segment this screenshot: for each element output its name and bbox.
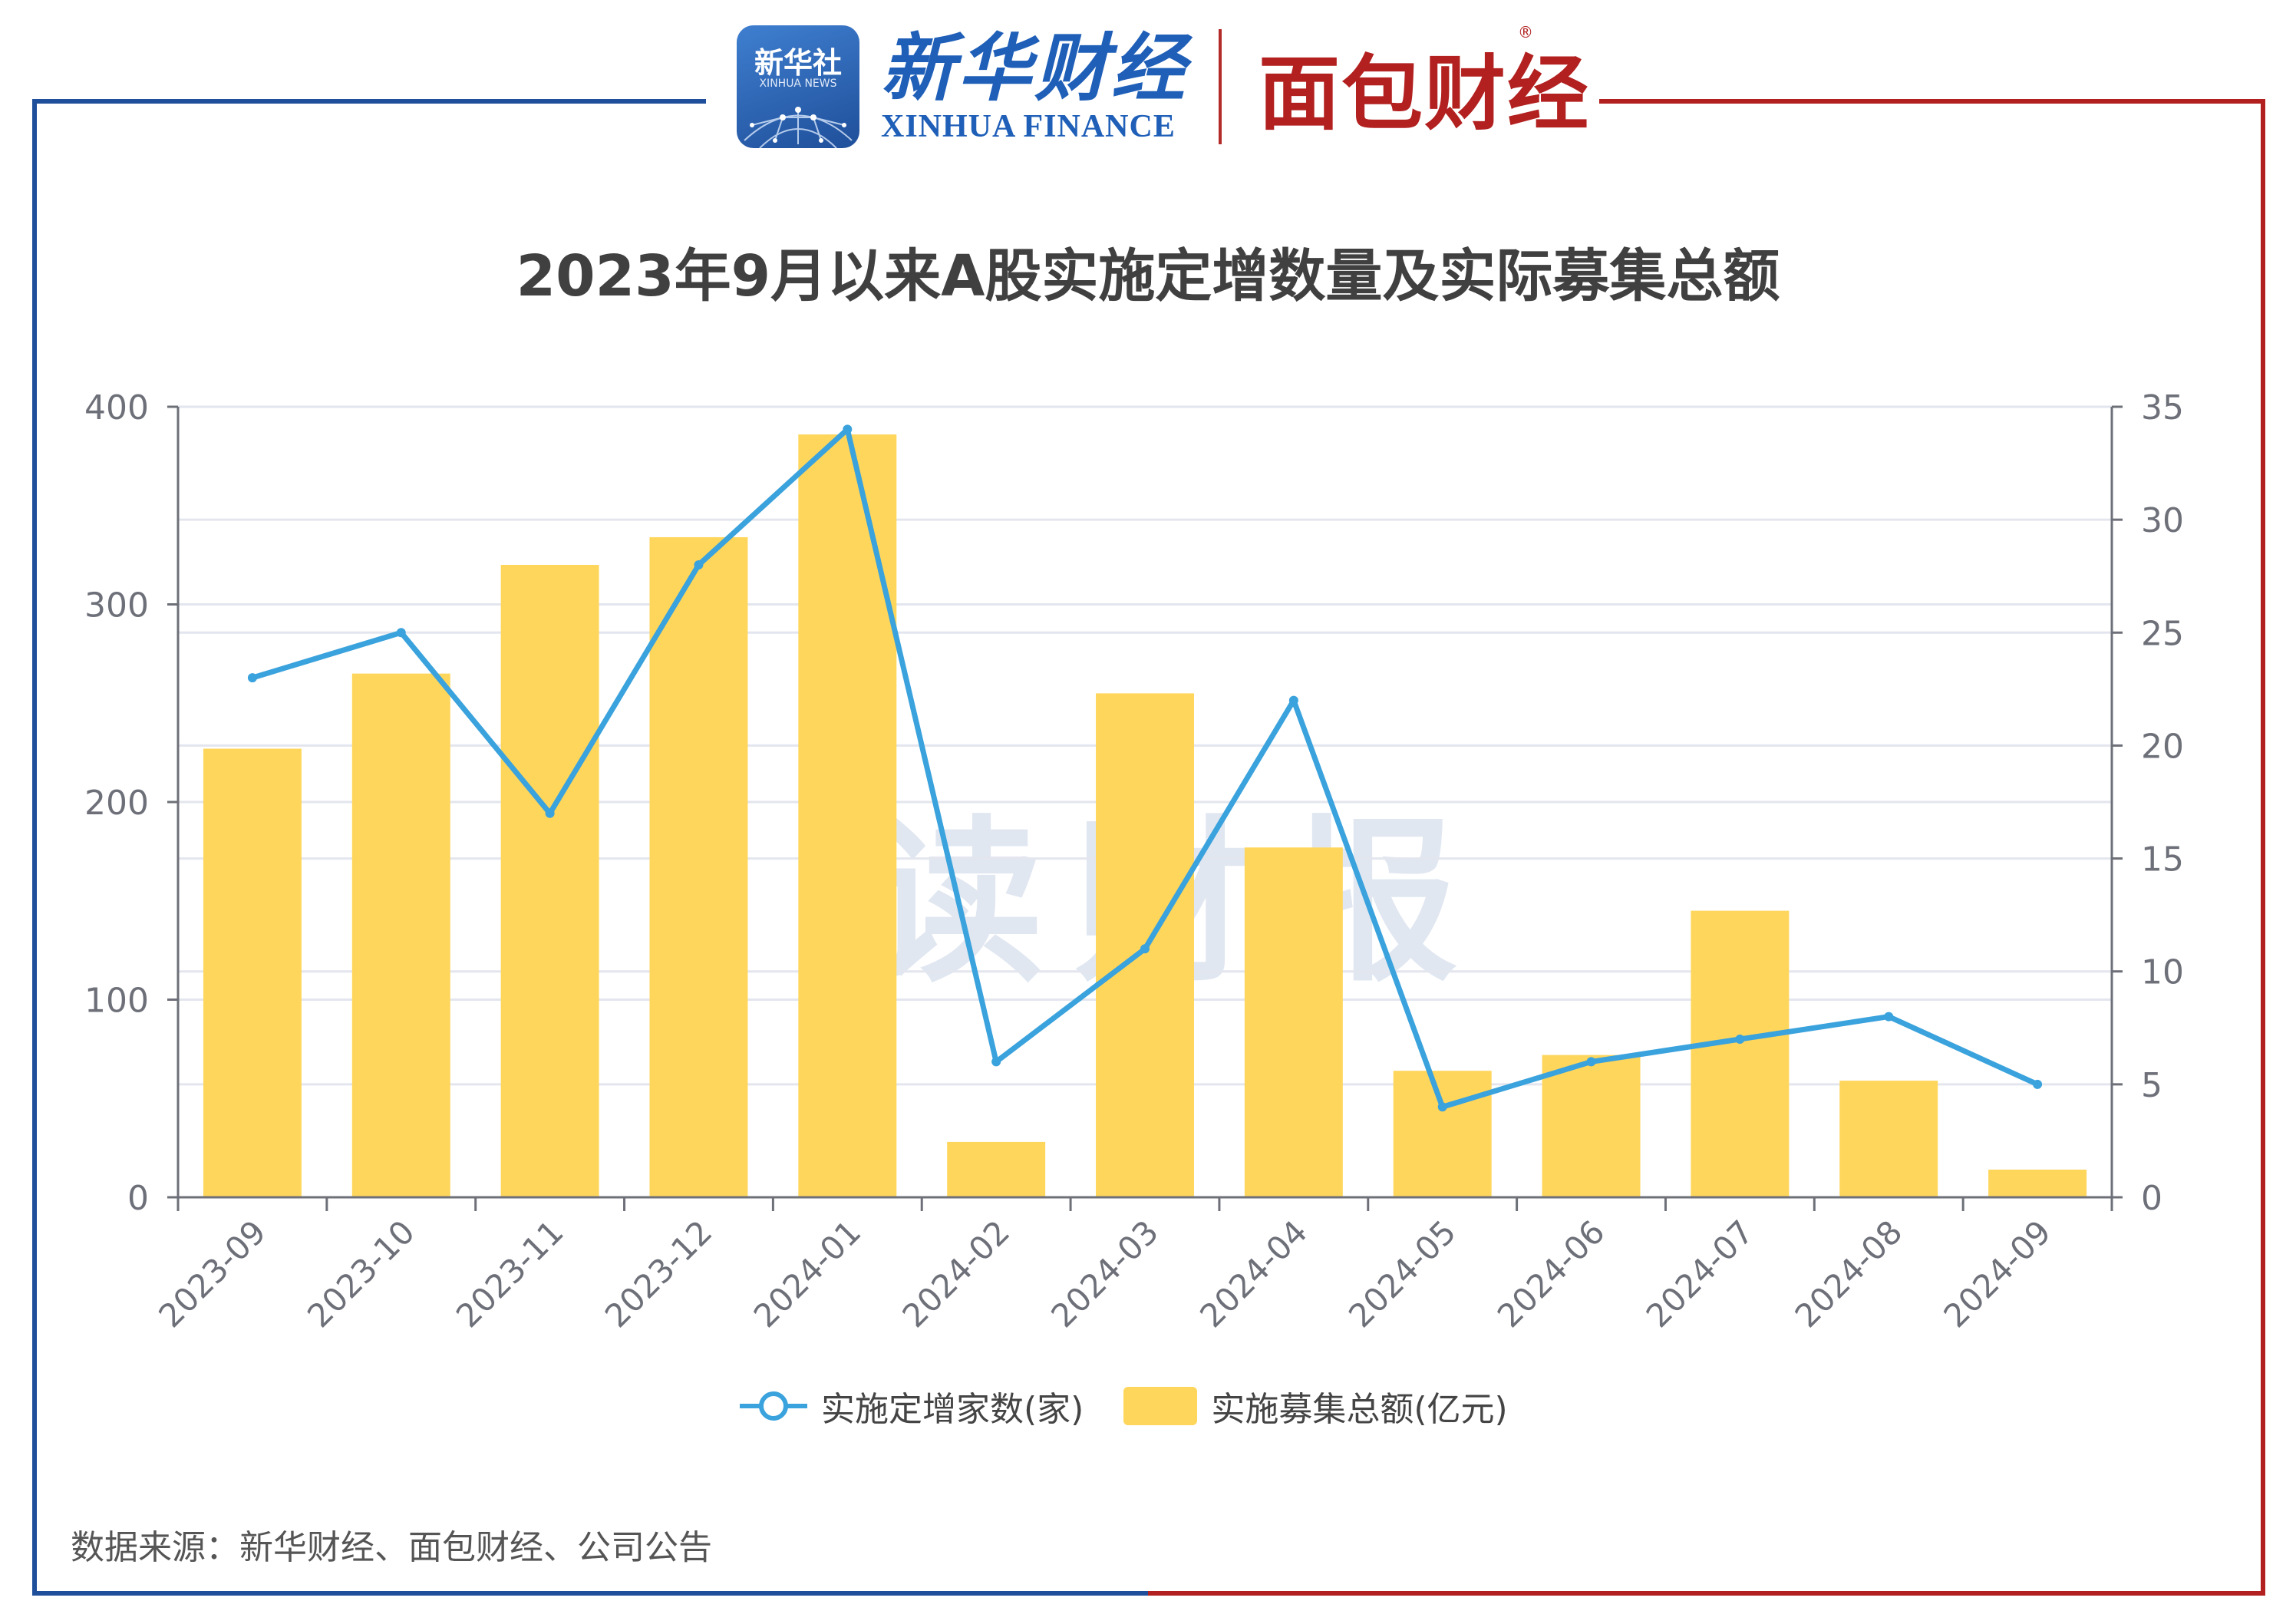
y-right-tick-label: 25	[2141, 614, 2184, 653]
bar-swatch-icon	[1123, 1387, 1198, 1425]
y-right-tick-label: 5	[2141, 1066, 2162, 1105]
xinhua-news-logo: 新华社 XINHUA NEWS	[737, 25, 859, 148]
chart-legend: 实施定增家数(家) 实施募集总额(亿元)	[737, 1381, 1548, 1431]
line-point-2024-04[interactable]	[1288, 695, 1298, 705]
line-series	[247, 424, 2043, 1112]
legend-label-bar: 实施募集总额(亿元)	[1211, 1390, 1508, 1429]
x-tick-label: 2024-08	[1788, 1213, 1910, 1335]
y-right-tick-label: 35	[2141, 388, 2184, 427]
xinhua-finance-cn: 新华财经	[881, 25, 1188, 111]
xinhua-badge-cn: 新华社	[754, 46, 842, 80]
x-tick-label: 2024-05	[1341, 1213, 1463, 1335]
x-tick-label: 2024-06	[1490, 1213, 1612, 1335]
y-left-tick-label: 400	[84, 388, 149, 427]
line-point-2024-05[interactable]	[1437, 1102, 1447, 1112]
line-marker-icon	[740, 1391, 807, 1421]
y-right-tick-label: 10	[2141, 953, 2184, 992]
y-right-tick-label: 20	[2141, 727, 2184, 766]
x-tick-label: 2024-07	[1639, 1213, 1761, 1335]
x-tick-label: 2024-03	[1044, 1213, 1166, 1335]
globe-network-icon	[744, 107, 853, 148]
legend-label-line: 实施定增家数(家)	[821, 1390, 1084, 1429]
x-tick-label: 2024-02	[895, 1213, 1017, 1335]
x-tick-label: 2023-11	[449, 1213, 571, 1335]
line-point-2024-08[interactable]	[1884, 1012, 1894, 1022]
legend-item-line[interactable]: 实施定增家数(家)	[737, 1381, 1084, 1431]
x-tick-label: 2023-10	[300, 1213, 422, 1335]
bar-2024-02[interactable]	[947, 1141, 1046, 1197]
bar-2024-09[interactable]	[1988, 1169, 2087, 1197]
bar-2023-10[interactable]	[351, 673, 450, 1197]
y-left-tick-label: 0	[127, 1179, 149, 1218]
line-point-2023-12[interactable]	[694, 560, 704, 569]
line-point-2023-09[interactable]	[247, 673, 257, 683]
line-point-2024-03[interactable]	[1140, 944, 1150, 954]
y-left-tick-label: 100	[84, 982, 149, 1021]
line-point-2024-02[interactable]	[991, 1057, 1001, 1067]
y-left-tick-label: 200	[84, 784, 149, 823]
registered-mark: ®	[1518, 23, 1535, 41]
legend-item-bar[interactable]: 实施募集总额(亿元)	[1123, 1381, 1508, 1431]
xinhua-finance-en: XINHUA FINANCE	[881, 109, 1176, 144]
source-note: 数据来源：新华财经、面包财经、公司公告	[71, 1528, 712, 1567]
line-point-2024-01[interactable]	[843, 424, 853, 434]
bar-series	[203, 434, 2087, 1197]
bar-2024-06[interactable]	[1542, 1055, 1641, 1197]
bar-2023-09[interactable]	[203, 748, 302, 1197]
logo-divider	[1219, 29, 1222, 144]
mianbao-finance-logo: 面包财经 ®	[1259, 23, 1590, 146]
line-point-2023-11[interactable]	[545, 808, 555, 818]
line-point-2024-06[interactable]	[1586, 1057, 1596, 1067]
bar-2024-04[interactable]	[1244, 847, 1343, 1197]
x-tick-label: 2024-04	[1193, 1213, 1315, 1335]
bar-2023-11[interactable]	[500, 565, 599, 1197]
xinhua-finance-logo: 新华财经 XINHUA FINANCE	[881, 28, 1188, 145]
bar-2024-08[interactable]	[1839, 1081, 1938, 1197]
grid-lines	[178, 405, 2112, 1199]
line-point-2023-10[interactable]	[396, 628, 406, 638]
y-right-tick-label: 0	[2141, 1179, 2162, 1218]
chart-title: 2023年9月以来A股实施定增数量及实际募集总额	[516, 243, 1780, 309]
header-logos: 新华社 XINHUA NEWS 新华财经 XINHUA FINANCE 面包财经…	[737, 21, 1590, 152]
x-tick-label: 2023-12	[598, 1213, 720, 1335]
mianbao-finance-text: 面包财经	[1259, 47, 1590, 141]
y-right-tick-label: 30	[2141, 501, 2184, 540]
x-tick-label: 2024-09	[1936, 1213, 2058, 1335]
y-right-tick-label: 15	[2141, 840, 2184, 880]
line-point-2024-09[interactable]	[2033, 1079, 2043, 1089]
bar-2024-01[interactable]	[798, 434, 897, 1197]
y-left-tick-label: 300	[84, 586, 149, 626]
xinhua-badge-en: XINHUA NEWS	[759, 78, 837, 90]
axes	[167, 405, 2123, 1211]
x-tick-label: 2023-09	[151, 1213, 273, 1335]
bar-2024-07[interactable]	[1691, 910, 1790, 1197]
x-tick-label: 2024-01	[747, 1213, 869, 1335]
bar-2023-12[interactable]	[649, 536, 748, 1197]
bar-2024-05[interactable]	[1393, 1071, 1492, 1197]
line-point-2024-07[interactable]	[1735, 1035, 1745, 1044]
